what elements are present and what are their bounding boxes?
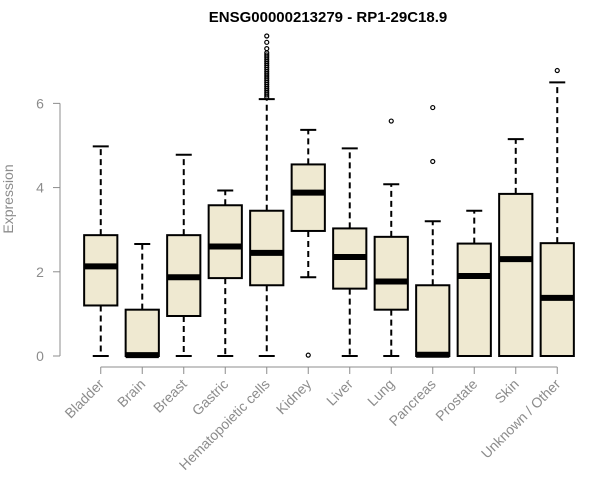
outlier-point [264,46,270,52]
outlier-point [264,33,270,39]
box-iqr [498,192,534,357]
box-group [207,189,243,357]
y-axis: 0 2 4 6 [36,95,61,364]
box-series [83,33,575,359]
box-iqr [83,234,119,307]
box-group [415,104,451,358]
outlier-point [554,67,560,74]
box-iqr [207,204,243,280]
box-iqr [249,209,285,287]
box-group [456,209,492,357]
box-group [166,153,202,357]
box-iqr [124,308,160,357]
box-group [332,147,368,357]
box-group [124,243,160,359]
x-tick-label: Brain [114,376,148,410]
outlier-point [430,158,436,165]
box-iqr [373,235,409,311]
x-tick-label: Unknown / Other [478,376,564,462]
x-tick-label: Bladder [61,376,107,422]
box-iqr [415,284,451,357]
box-group [498,138,534,357]
outlier-point [430,104,436,111]
box-iqr [456,242,492,357]
box-group [249,33,285,357]
chart-title: ENSG00000213279 - RP1-29C18.9 [209,9,448,26]
outlier-point [388,118,394,124]
outlier-point [264,39,270,45]
box-group [83,145,119,357]
x-tick-label: Skin [491,376,522,407]
y-tick-label: 4 [36,180,44,196]
y-tick-label: 0 [36,348,44,364]
y-tick-label: 2 [36,264,44,280]
x-tick-label: Breast [150,376,190,416]
x-tick-label: Prostate [432,376,480,424]
y-tick-label: 6 [36,95,44,111]
y-axis-label: Expression [0,164,16,233]
x-tick-label: Kidney [273,376,315,418]
outlier-point [264,52,270,58]
outlier-point [305,352,311,358]
box-group [539,67,575,357]
x-tick-label: Liver [323,376,356,409]
box-iqr [290,163,326,232]
x-tick-label: Lung [364,376,397,409]
box-group [373,118,409,357]
box-group [290,128,326,358]
